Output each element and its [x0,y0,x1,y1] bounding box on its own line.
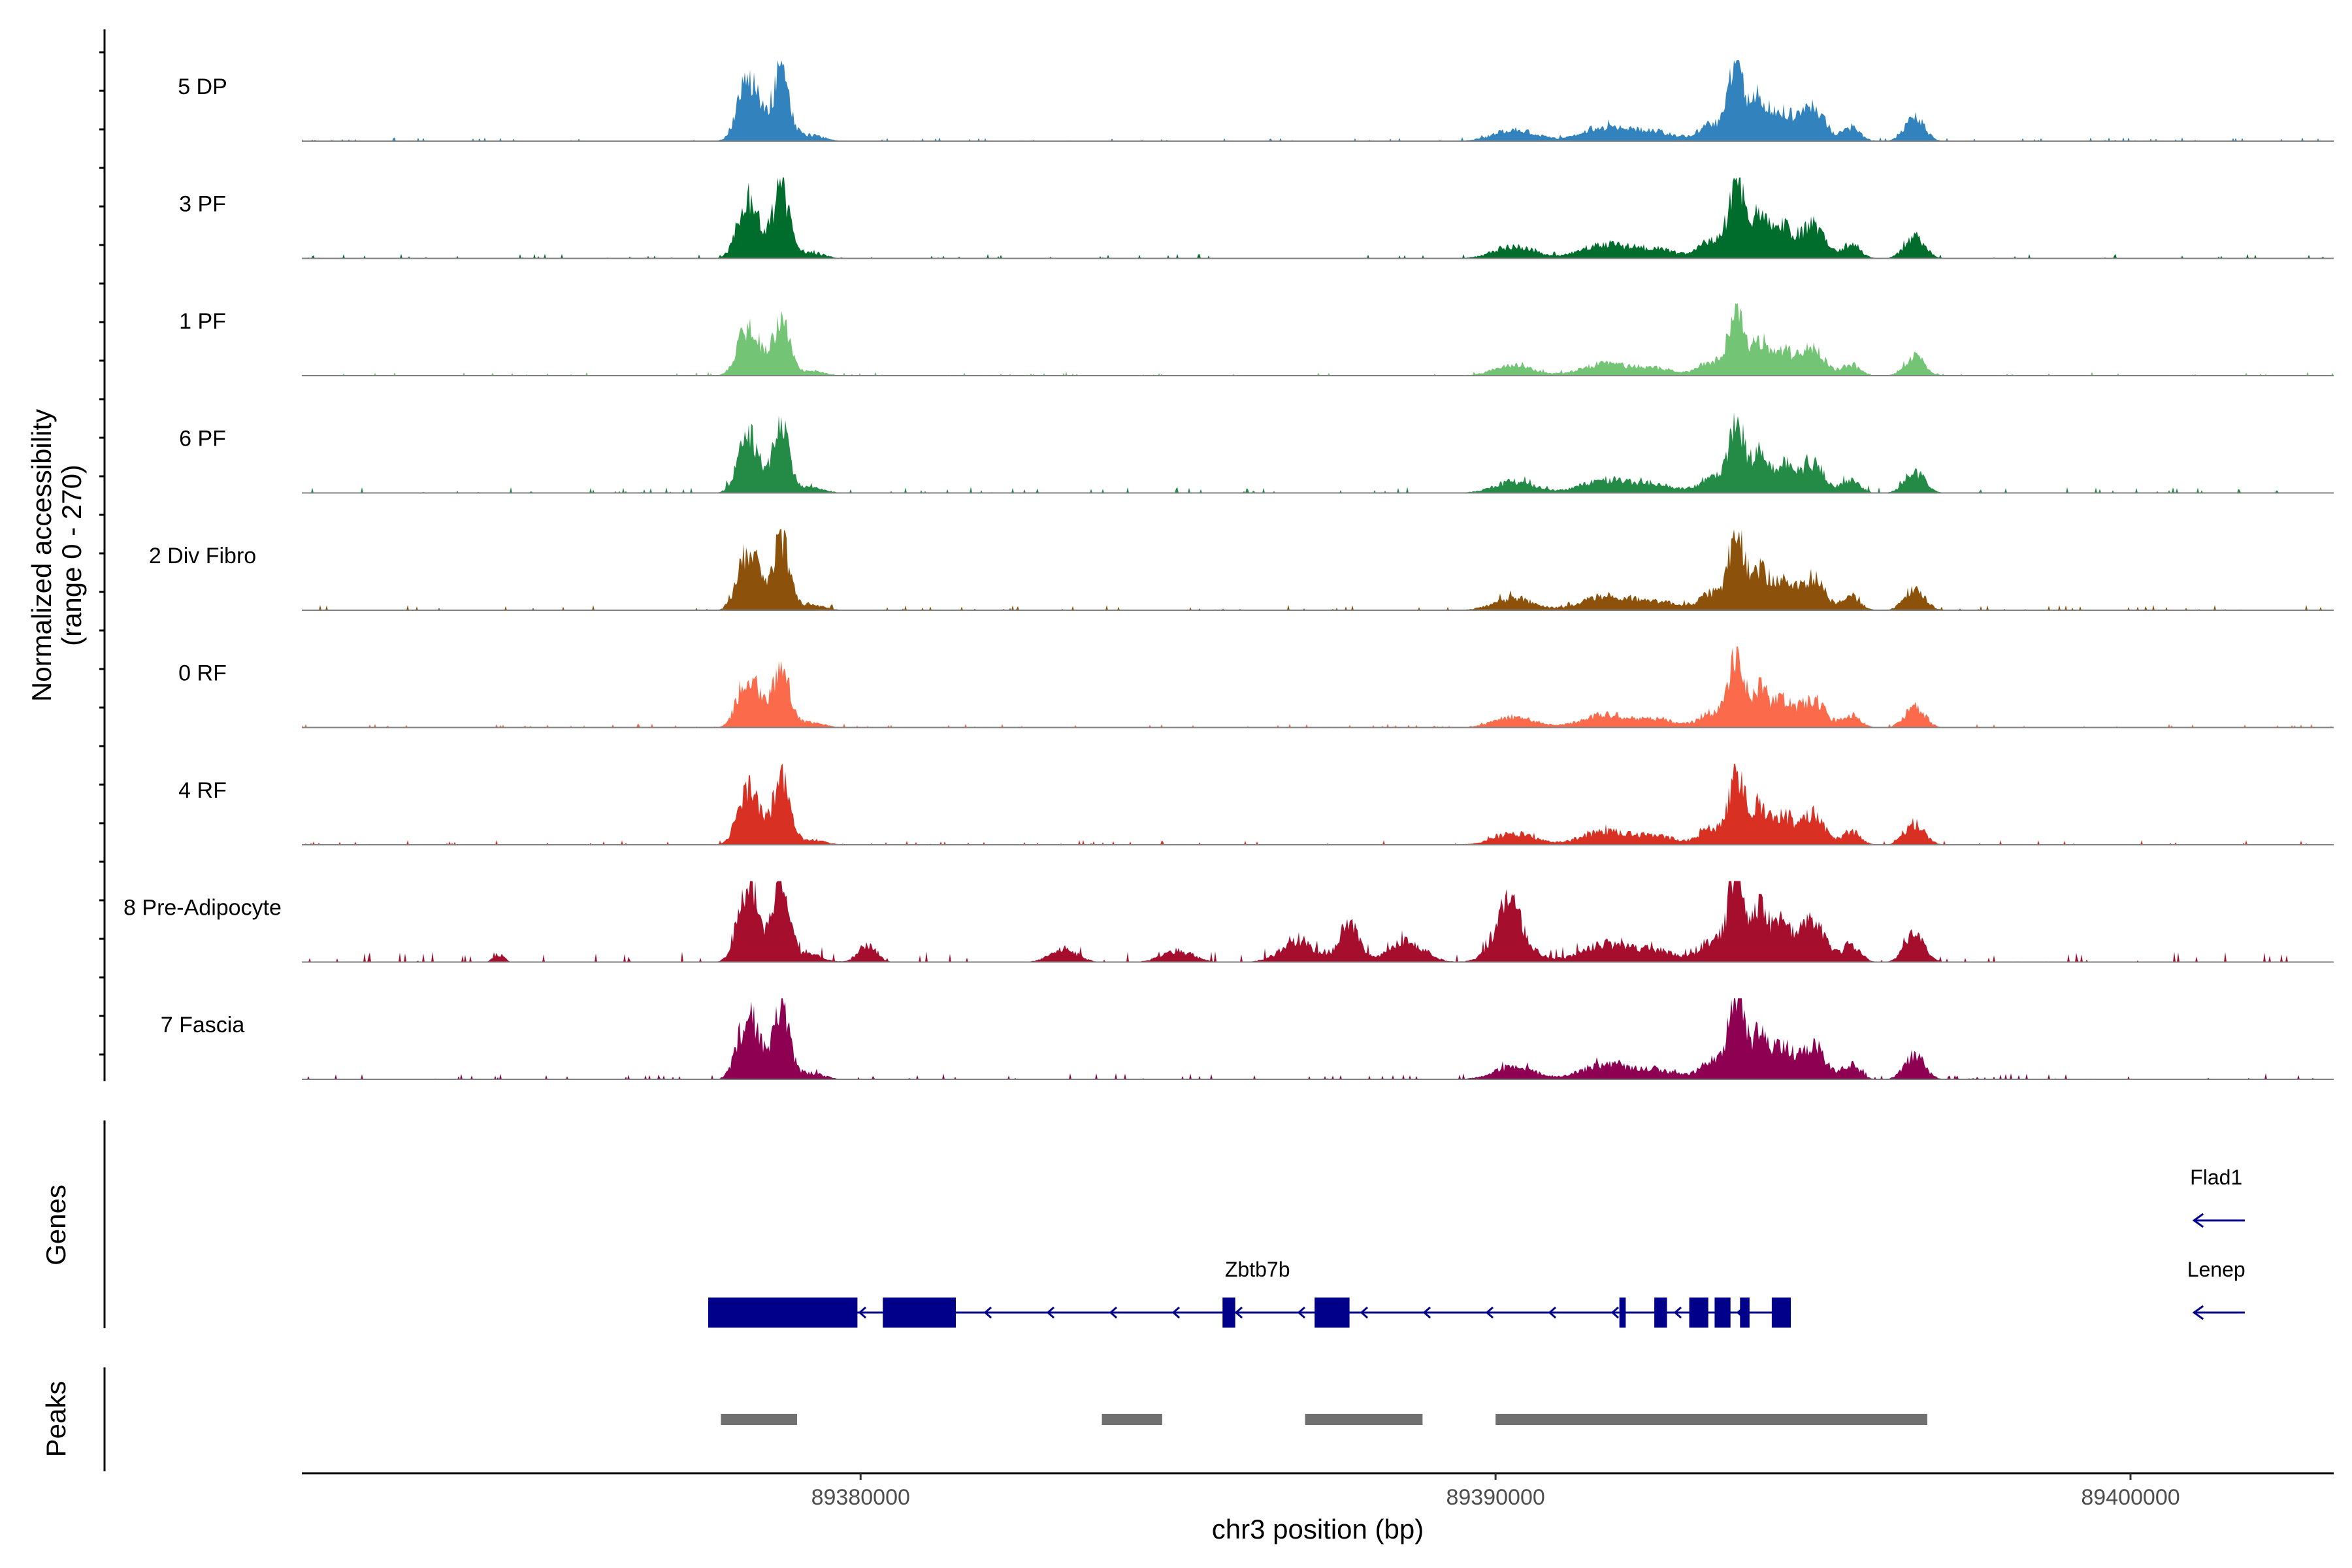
gene-annotations: Zbtb7b Flad1 Lenep [708,1166,2246,1328]
strand-arrow [1422,1306,1431,1319]
track-6-pf: 6 PF [179,412,2334,494]
gene-lenep: Lenep [2187,1258,2246,1320]
track-0-rf: 0 RF [178,646,2334,728]
track-1-pf: 1 PF [179,303,2334,376]
track-label: 3 PF [179,192,226,217]
peaks-panel-label: Peaks [41,1381,71,1458]
coverage-area [302,303,2334,376]
y-axis-title-line1: Normalized accessibility [26,409,57,702]
track-7-fascia: 7 Fascia [161,998,2334,1080]
x-axis-ticks: 89380000 89390000 89400000 [811,1473,2180,1510]
gene-label: Zbtb7b [1225,1258,1290,1281]
gene-flad1: Flad1 [2190,1166,2245,1228]
exon [1619,1298,1626,1328]
peaks-panel-title: Peaks [41,1381,71,1458]
strand-arrow [1360,1306,1368,1319]
peak-regions [721,1414,1927,1425]
track-8-pre-adipocyte: 8 Pre-Adipocyte [123,881,2334,963]
x-tick-label: 89400000 [2081,1485,2180,1510]
gene-label: Lenep [2187,1258,2246,1281]
exon [1689,1298,1708,1328]
coverage-area [302,998,2334,1079]
exon [1771,1298,1791,1328]
x-tick-label: 89380000 [811,1485,910,1510]
coverage-area [302,646,2334,728]
strand-arrow [858,1306,866,1319]
strand-arrow [1548,1306,1556,1319]
peak-region [1102,1414,1162,1425]
exon [1222,1298,1235,1328]
strand-arrow [1109,1306,1117,1319]
coverage-tracks: 5 DP 3 PF 1 PF 6 PF 2 Div Fibro 0 RF 4 RF 8 Pre… [123,60,2334,1080]
genes-panel-label: Genes [41,1184,71,1266]
y-axis-title: Normalized accessibility (range 0 - 270) [26,409,87,702]
track-4-rf: 4 RF [178,764,2334,845]
coverage-area [302,412,2334,493]
track-5-dp: 5 DP [178,60,2334,142]
track-label: 4 RF [178,778,227,803]
exon [1315,1298,1350,1328]
track-label: 1 PF [179,309,226,334]
exon [1654,1298,1667,1328]
strand-arrow [1046,1306,1054,1319]
exon [1714,1298,1731,1328]
exon [883,1298,956,1328]
track-label: 0 RF [178,661,227,686]
strand-arrow [1485,1306,1494,1319]
x-axis-title: chr3 position (bp) [1212,1514,1424,1544]
genes-panel-title: Genes [41,1184,71,1266]
track-3-pf: 3 PF [179,177,2334,259]
coverage-area [302,529,2334,610]
peak-region [1305,1414,1423,1425]
exon [1740,1298,1750,1328]
gene-zbtb7b: Zbtb7b [708,1258,1791,1328]
coverage-area [302,60,2334,141]
track-label: 5 DP [178,74,227,99]
strand-arrow [2192,1305,2204,1320]
track-label: 8 Pre-Adipocyte [123,896,282,921]
strand-arrow [1171,1306,1180,1319]
track-2-div-fibro: 2 Div Fibro [149,529,2334,611]
track-label: 6 PF [179,427,226,451]
coverage-area [302,881,2334,962]
peak-region [1495,1414,1927,1425]
gene-label: Flad1 [2190,1166,2242,1189]
tracks-y-axis-ticks [99,51,105,1056]
strand-arrow [1297,1306,1305,1319]
exon [708,1298,858,1328]
track-label: 2 Div Fibro [149,544,256,568]
strand-arrow [1673,1306,1682,1319]
strand-arrow [1610,1306,1619,1319]
y-axis-title-line2: (range 0 - 270) [56,465,87,646]
track-label: 7 Fascia [161,1013,245,1037]
strand-arrow [1234,1306,1243,1319]
strand-arrow [983,1306,992,1319]
peak-region [721,1414,798,1425]
coverage-area [302,764,2334,845]
x-tick-label: 89390000 [1446,1485,1544,1510]
coverage-area [302,177,2334,259]
strand-arrow [2192,1213,2204,1228]
